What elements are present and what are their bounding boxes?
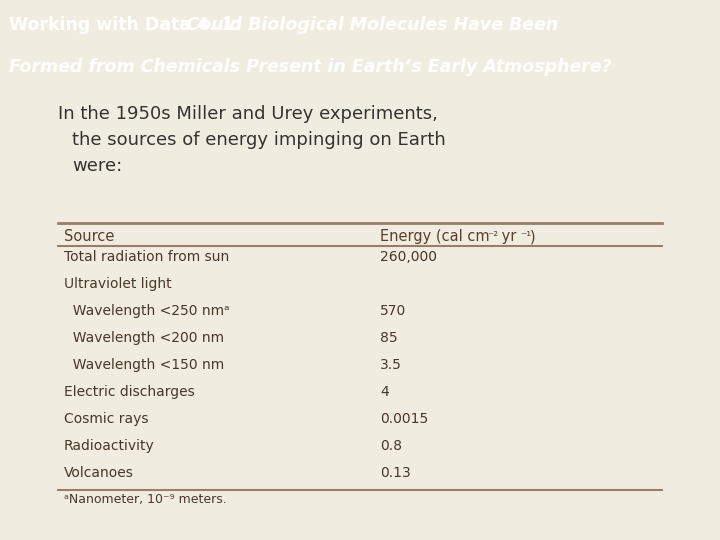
Text: ⁻²: ⁻² [487,230,498,243]
Text: the sources of energy impinging on Earth: the sources of energy impinging on Earth [72,131,446,149]
Text: Energy (cal cm: Energy (cal cm [380,229,490,244]
Text: Total radiation from sun: Total radiation from sun [64,250,229,264]
Text: Cosmic rays: Cosmic rays [64,412,148,426]
Text: Formed from Chemicals Present in Earth’s Early Atmosphere?: Formed from Chemicals Present in Earth’s… [9,58,611,77]
Bar [58,223,662,510]
Text: In the 1950s Miller and Urey experiments,: In the 1950s Miller and Urey experiments… [58,105,438,123]
Text: 3.5: 3.5 [380,358,402,372]
Text: 260,000: 260,000 [380,250,437,264]
Text: Source: Source [64,229,114,244]
Text: ⁻¹: ⁻¹ [520,230,531,243]
Text: Electric discharges: Electric discharges [64,385,194,399]
Text: ᵃNanometer, 10⁻⁹ meters.: ᵃNanometer, 10⁻⁹ meters. [64,493,227,506]
Text: Working with Data 4. 1:: Working with Data 4. 1: [9,17,246,35]
Text: 4: 4 [380,385,389,399]
Text: Wavelength <150 nm: Wavelength <150 nm [64,358,224,372]
Text: Volcanoes: Volcanoes [64,466,134,480]
Text: Ultraviolet light: Ultraviolet light [64,277,171,291]
Text: Radioactivity: Radioactivity [64,439,155,453]
Text: ): ) [530,229,536,244]
Text: Wavelength <200 nm: Wavelength <200 nm [64,331,224,345]
Text: 570: 570 [380,304,406,318]
Text: Could Biological Molecules Have Been: Could Biological Molecules Have Been [9,17,558,35]
Text: 85: 85 [380,331,397,345]
Text: 0.0015: 0.0015 [380,412,428,426]
Text: 0.8: 0.8 [380,439,402,453]
Text: Wavelength <250 nmᵃ: Wavelength <250 nmᵃ [64,304,230,318]
Text: were:: were: [72,157,122,175]
Text: 0.13: 0.13 [380,466,410,480]
Text: yr: yr [497,229,516,244]
